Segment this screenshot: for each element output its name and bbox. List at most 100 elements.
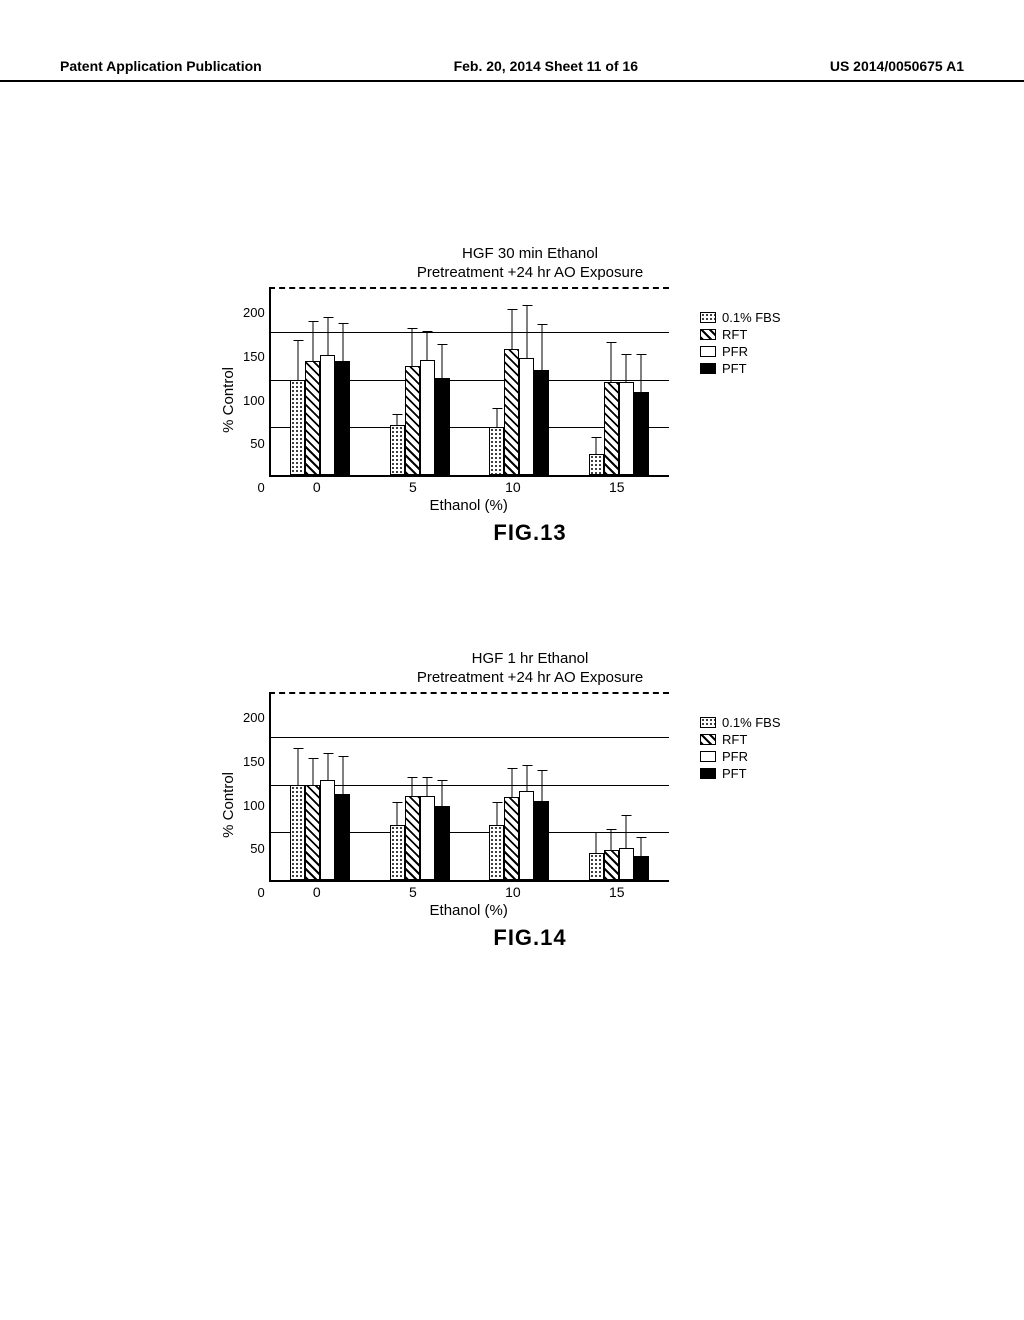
bar-dots — [589, 454, 604, 475]
chart-title: HGF 1 hr Ethanol Pretreatment +24 hr AO … — [220, 650, 840, 688]
legend-swatch-dots — [700, 312, 716, 323]
legend-label: PFR — [722, 749, 748, 764]
y-tick-label: 100 — [243, 798, 265, 813]
bar-group — [390, 360, 450, 475]
x-tick-label: 10 — [505, 479, 521, 495]
legend-swatch-hatch — [700, 734, 716, 745]
bar-white — [619, 382, 634, 474]
bar-black — [634, 856, 649, 880]
bar-white — [519, 358, 534, 475]
legend-item: 0.1% FBS — [700, 310, 781, 325]
bar-group — [589, 848, 649, 879]
error-bar — [541, 325, 542, 371]
chart-canvas — [269, 287, 669, 477]
error-bar — [626, 816, 627, 849]
error-bar — [541, 771, 542, 801]
error-bar — [596, 833, 597, 854]
error-bar — [327, 754, 328, 781]
error-bar — [611, 343, 612, 383]
error-bar — [427, 332, 428, 361]
error-bar — [412, 778, 413, 797]
error-bar — [427, 778, 428, 797]
bar-hatch — [504, 797, 519, 880]
bar-hatch — [405, 796, 420, 880]
bar-black — [634, 392, 649, 475]
legend-label: PFT — [722, 361, 747, 376]
x-axis-ticks: 051015 — [269, 479, 669, 495]
error-bar — [511, 310, 512, 350]
legend-item: PFR — [700, 749, 781, 764]
error-bar — [397, 415, 398, 426]
legend-swatch-black — [700, 363, 716, 374]
x-axis-label: Ethanol (%) — [269, 902, 669, 919]
bar-group — [589, 382, 649, 474]
bar-dots — [589, 853, 604, 880]
y-tick-label: 200 — [243, 710, 265, 725]
bar-hatch — [604, 382, 619, 474]
bar-hatch — [305, 361, 320, 475]
error-bar — [297, 749, 298, 785]
chart-title: HGF 30 min Ethanol Pretreatment +24 hr A… — [220, 245, 840, 283]
x-axis-ticks: 051015 — [269, 884, 669, 900]
bar-dots — [489, 427, 504, 475]
legend-swatch-hatch — [700, 329, 716, 340]
y-tick-label: 0 — [257, 885, 264, 900]
bar-dots — [390, 825, 405, 879]
legend-item: RFT — [700, 327, 781, 342]
error-bar — [626, 355, 627, 384]
error-bar — [442, 345, 443, 378]
header-right: US 2014/0050675 A1 — [830, 58, 964, 74]
x-tick-label: 0 — [313, 479, 321, 495]
y-tick-label: 50 — [250, 841, 264, 856]
bar-white — [519, 791, 534, 879]
bar-hatch — [604, 850, 619, 879]
y-tick-label: 150 — [243, 754, 265, 769]
figure-14: HGF 1 hr Ethanol Pretreatment +24 hr AO … — [220, 650, 840, 951]
figure-label: FIG.13 — [220, 520, 840, 546]
header-center: Feb. 20, 2014 Sheet 11 of 16 — [454, 58, 638, 74]
bar-white — [619, 848, 634, 879]
error-bar — [526, 306, 527, 358]
error-bar — [596, 438, 597, 455]
title-line-2: Pretreatment +24 hr AO Exposure — [417, 264, 643, 281]
y-axis-label: % Control — [220, 367, 237, 433]
bar-white — [320, 355, 335, 475]
bar-black — [335, 794, 350, 880]
title-line-2: Pretreatment +24 hr AO Exposure — [417, 669, 643, 686]
error-bar — [397, 803, 398, 827]
header-left: Patent Application Publication — [60, 58, 262, 74]
error-bar — [641, 838, 642, 857]
error-bar — [412, 329, 413, 367]
legend-label: PFT — [722, 766, 747, 781]
y-tick-label: 200 — [243, 305, 265, 320]
bar-white — [420, 796, 435, 880]
legend-swatch-black — [700, 768, 716, 779]
figure-13: HGF 30 min Ethanol Pretreatment +24 hr A… — [220, 245, 840, 546]
legend-label: 0.1% FBS — [722, 310, 781, 325]
bar-hatch — [405, 366, 420, 474]
bar-black — [435, 378, 450, 475]
bar-group — [390, 796, 450, 880]
legend-item: PFR — [700, 344, 781, 359]
legend-item: PFT — [700, 766, 781, 781]
x-tick-label: 15 — [609, 884, 625, 900]
error-bar — [312, 322, 313, 362]
bar-white — [420, 360, 435, 475]
chart-canvas — [269, 692, 669, 882]
legend-label: RFT — [722, 732, 747, 747]
bar-dots — [489, 825, 504, 879]
y-tick-label: 100 — [243, 393, 265, 408]
legend-label: RFT — [722, 327, 747, 342]
legend: 0.1% FBS RFT PFR PFT — [700, 310, 781, 376]
legend: 0.1% FBSRFTPFRPFT — [700, 715, 781, 781]
x-tick-label: 5 — [409, 479, 417, 495]
bar-group — [489, 791, 549, 879]
error-bar — [342, 324, 343, 362]
error-bar — [442, 781, 443, 808]
legend-swatch-white — [700, 751, 716, 762]
error-bar — [312, 759, 313, 786]
bar-group — [489, 349, 549, 474]
error-bar — [496, 409, 497, 428]
page-header: Patent Application Publication Feb. 20, … — [0, 58, 1024, 82]
title-line-1: HGF 30 min Ethanol — [462, 245, 598, 262]
